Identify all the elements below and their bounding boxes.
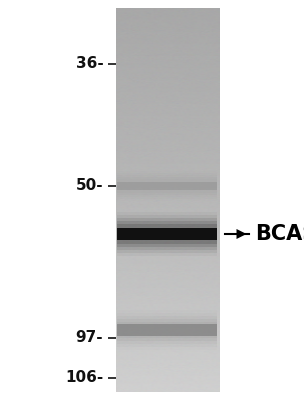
Bar [117,228,217,240]
Bar [117,212,217,256]
Text: 36-: 36- [76,56,103,72]
Bar [117,173,217,199]
Bar [117,177,217,195]
Bar [117,215,217,253]
Bar [117,324,217,336]
Bar [117,170,217,201]
Bar [117,322,217,338]
Text: 50-: 50- [76,178,103,194]
Bar [117,310,217,350]
Bar [117,182,217,190]
Bar [117,316,217,344]
Bar [117,313,217,347]
Bar [117,221,217,247]
Text: BCAS1: BCAS1 [255,224,304,244]
Text: 97-: 97- [76,330,103,346]
Bar [117,175,217,197]
Bar [117,319,217,341]
Bar [117,179,217,192]
Bar [117,218,217,250]
Bar [117,224,217,244]
Text: 106-: 106- [65,370,103,386]
